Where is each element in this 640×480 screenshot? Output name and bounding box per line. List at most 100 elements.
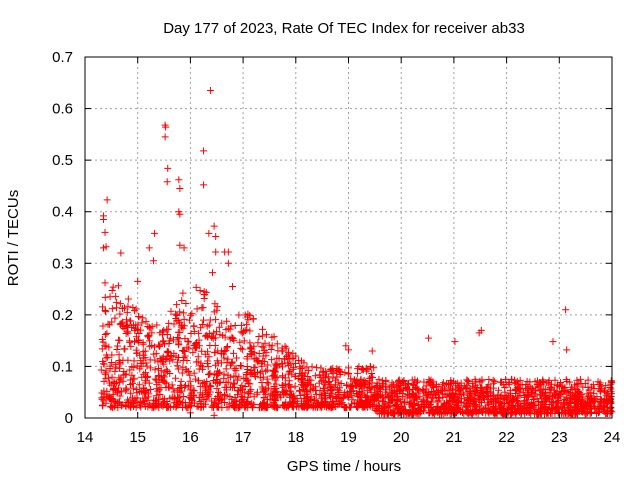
data-point bbox=[587, 409, 595, 417]
data-point bbox=[524, 398, 532, 406]
data-point bbox=[185, 338, 193, 346]
data-point bbox=[572, 385, 580, 393]
data-point bbox=[553, 403, 561, 411]
data-point bbox=[516, 385, 524, 393]
data-point bbox=[399, 386, 407, 394]
data-point bbox=[137, 362, 145, 370]
data-point bbox=[154, 341, 162, 349]
data-point bbox=[188, 397, 196, 405]
data-point bbox=[174, 365, 182, 373]
data-point bbox=[303, 404, 311, 412]
data-point bbox=[419, 386, 427, 394]
data-point bbox=[139, 314, 147, 322]
data-point bbox=[99, 338, 107, 346]
data-point bbox=[381, 400, 389, 408]
data-point bbox=[279, 381, 287, 389]
data-point bbox=[593, 393, 601, 401]
x-tick-label: 14 bbox=[77, 429, 94, 446]
data-point bbox=[489, 384, 497, 392]
data-point bbox=[547, 398, 555, 406]
data-point bbox=[135, 381, 143, 389]
data-point bbox=[325, 378, 333, 386]
data-point bbox=[99, 322, 107, 330]
data-point bbox=[111, 367, 119, 375]
data-point bbox=[241, 311, 249, 319]
data-point bbox=[141, 402, 149, 410]
data-point bbox=[114, 342, 122, 350]
data-point bbox=[312, 390, 320, 398]
data-point bbox=[114, 336, 122, 344]
data-point bbox=[196, 389, 204, 397]
data-point bbox=[169, 336, 177, 344]
data-point bbox=[288, 370, 296, 378]
data-point bbox=[155, 386, 163, 394]
data-point bbox=[206, 369, 214, 377]
data-point bbox=[121, 371, 129, 379]
data-point bbox=[446, 392, 454, 400]
data-point bbox=[494, 386, 502, 394]
data-point bbox=[154, 364, 162, 372]
data-point bbox=[210, 376, 218, 384]
data-point bbox=[176, 185, 184, 193]
data-point bbox=[436, 410, 444, 418]
data-point bbox=[127, 403, 135, 411]
data-point bbox=[182, 300, 190, 308]
data-point bbox=[224, 259, 232, 267]
data-point bbox=[545, 393, 553, 401]
data-point bbox=[369, 401, 377, 409]
data-point bbox=[235, 311, 243, 319]
data-point bbox=[477, 326, 485, 334]
data-point bbox=[223, 342, 231, 350]
data-point bbox=[214, 378, 222, 386]
data-point bbox=[373, 379, 381, 387]
data-point bbox=[295, 357, 303, 365]
data-point bbox=[231, 321, 239, 329]
data-point bbox=[166, 369, 174, 377]
data-point bbox=[205, 391, 213, 399]
data-point bbox=[462, 385, 470, 393]
data-point bbox=[509, 408, 517, 416]
data-point bbox=[393, 382, 401, 390]
data-point bbox=[336, 384, 344, 392]
data-point bbox=[135, 329, 143, 337]
data-point bbox=[153, 381, 161, 389]
data-point bbox=[212, 328, 220, 336]
data-point bbox=[562, 306, 570, 314]
data-point bbox=[244, 379, 252, 387]
data-point bbox=[313, 364, 321, 372]
data-point bbox=[178, 369, 186, 377]
data-point bbox=[484, 401, 492, 409]
data-point bbox=[518, 381, 526, 389]
data-point bbox=[506, 399, 514, 407]
data-point bbox=[536, 409, 544, 417]
data-point bbox=[267, 345, 275, 353]
y-tick-labels: 0 0.1 0.2 0.3 0.4 0.5 0.6 0.7 bbox=[52, 49, 73, 427]
data-point bbox=[193, 343, 201, 351]
data-point bbox=[106, 403, 114, 411]
data-point bbox=[204, 357, 212, 365]
data-point bbox=[441, 386, 449, 394]
data-point bbox=[243, 320, 251, 328]
data-point bbox=[489, 392, 497, 400]
data-point bbox=[214, 393, 222, 401]
data-point bbox=[367, 363, 375, 371]
data-point bbox=[211, 300, 219, 308]
data-point bbox=[217, 350, 225, 358]
data-point bbox=[368, 370, 376, 378]
x-tick-label: 21 bbox=[446, 429, 463, 446]
data-point bbox=[189, 386, 197, 394]
data-point bbox=[235, 387, 243, 395]
data-point bbox=[212, 400, 220, 408]
data-point bbox=[201, 350, 209, 358]
data-point bbox=[165, 349, 173, 357]
data-point bbox=[111, 314, 119, 322]
data-point bbox=[101, 370, 109, 378]
data-point bbox=[238, 382, 246, 390]
data-point bbox=[503, 404, 511, 412]
x-tick-labels: 14 15 16 17 18 19 20 21 22 23 24 bbox=[77, 429, 621, 446]
y-tick-label: 0 bbox=[65, 410, 73, 427]
y-axis-label: ROTI / TECUs bbox=[5, 190, 22, 286]
data-point bbox=[179, 363, 187, 371]
data-point bbox=[599, 405, 607, 413]
data-point bbox=[454, 383, 462, 391]
